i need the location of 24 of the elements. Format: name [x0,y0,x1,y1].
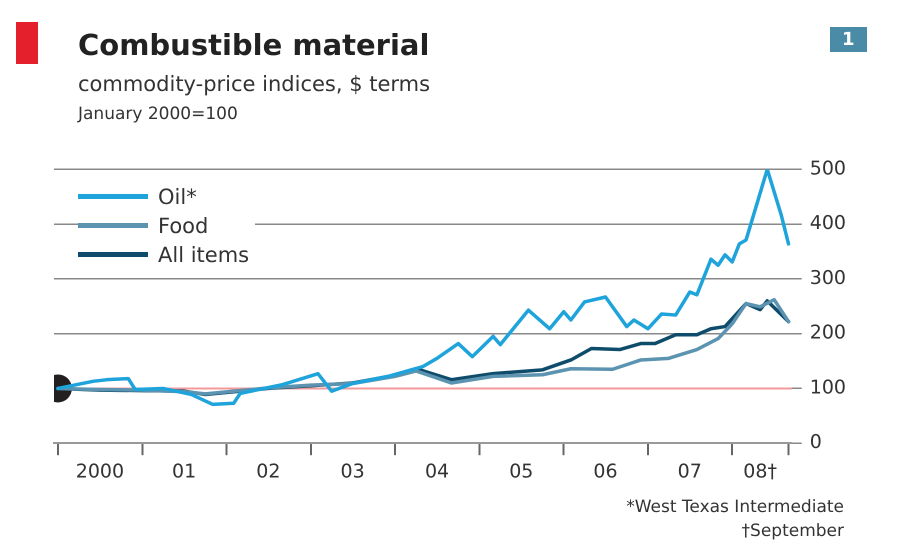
y-tick-label: 500 [810,157,846,180]
chart-title: Combustible material [78,28,430,62]
y-tick-label: 200 [810,322,846,344]
x-tick-label: 05 [509,460,534,483]
x-tick-label: 01 [172,460,196,483]
text: †September [740,520,844,543]
legend-label: All items [158,242,250,266]
y-tick-label: 400 [810,212,846,234]
x-tick-label: 07 [678,460,702,483]
y-tick-label: 100 [810,376,846,398]
legend-label: Oil* [158,184,197,208]
x-tick-label: 06 [593,460,618,483]
text: *West Texas Intermediate [626,496,844,519]
chart-subtitle: commodity-price indices, $ terms [78,72,430,96]
legend-label: Food [158,214,208,238]
x-tick-label: 03 [340,460,365,483]
x-tick-label: 02 [256,460,280,483]
y-tick-label: 0 [810,431,822,454]
y-tick-label: 300 [810,266,846,289]
y-axis-title: January 2000=100 [78,104,238,124]
x-tick-label: 04 [424,460,450,483]
text: 1 [830,27,867,52]
x-tick-label: 2000 [76,460,124,483]
x-tick-label: 08† [743,460,777,483]
